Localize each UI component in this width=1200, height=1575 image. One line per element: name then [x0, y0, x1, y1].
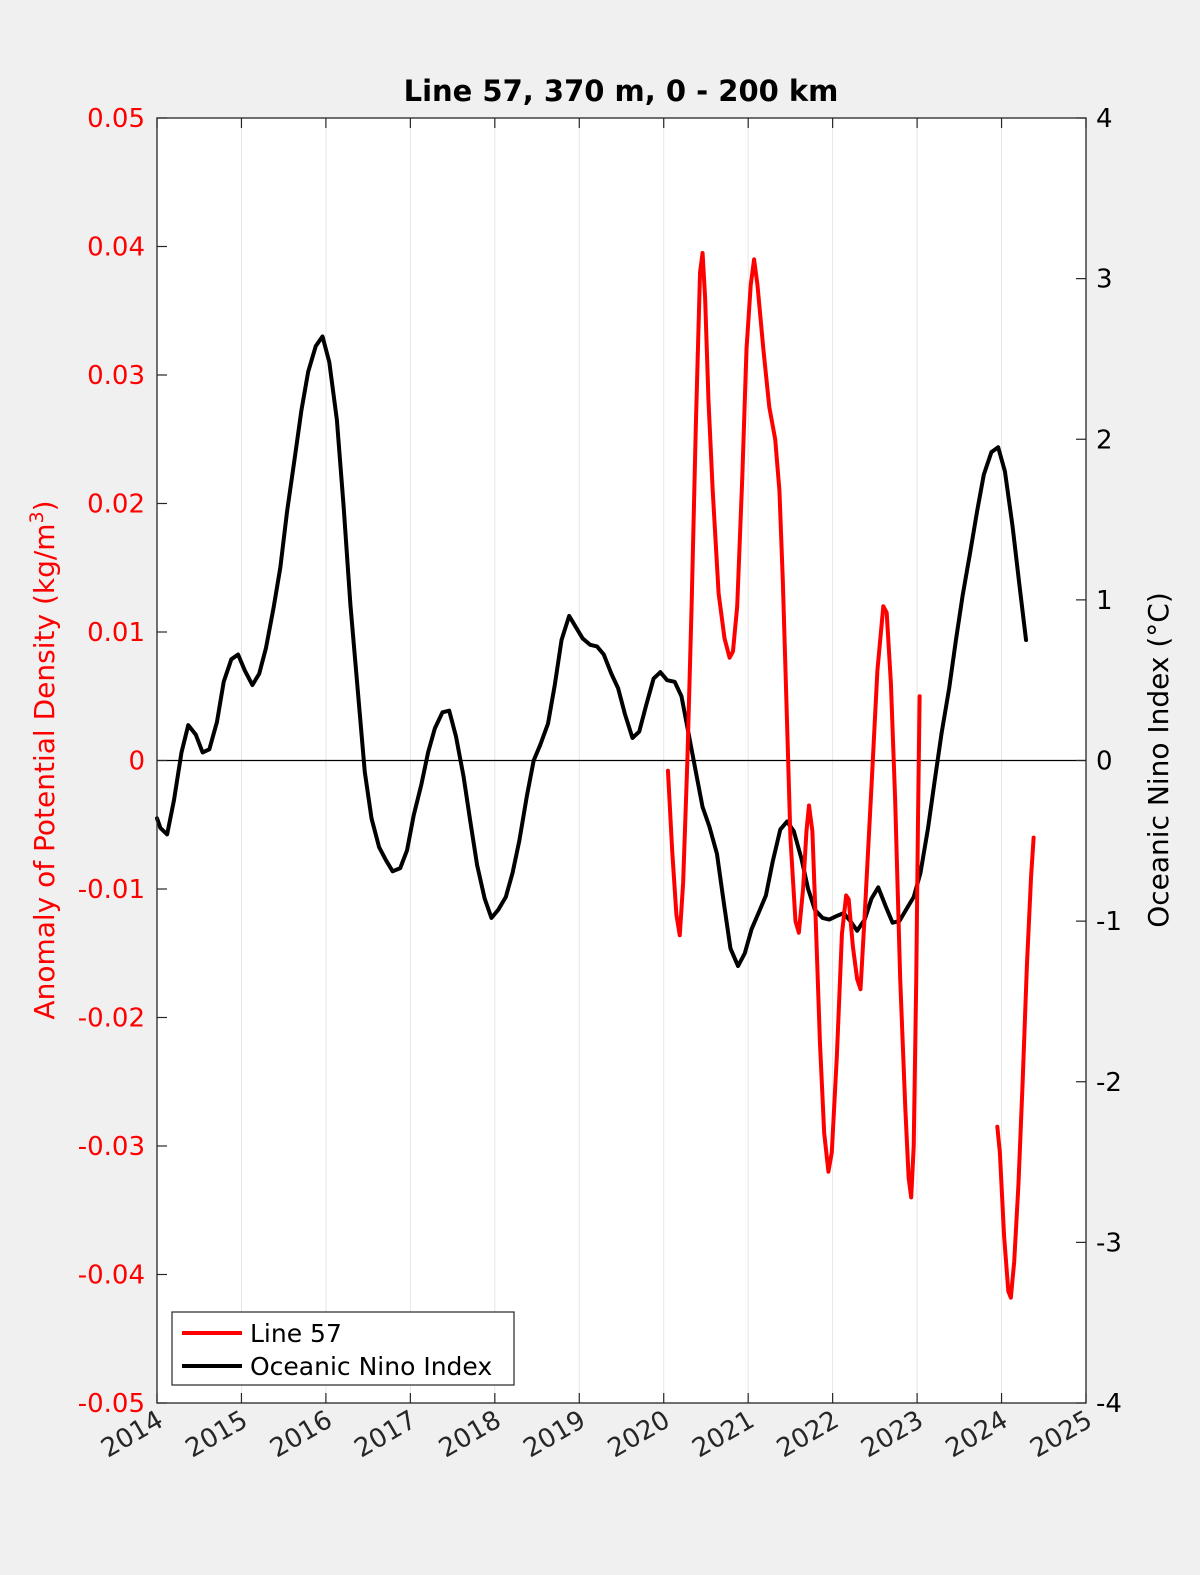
chart-title: Line 57, 370 m, 0 - 200 km	[404, 74, 839, 108]
y-right-tick-label: -2	[1096, 1068, 1122, 1098]
legend: Line 57 Oceanic Nino Index	[171, 1311, 515, 1386]
x-tick-label: 2021	[687, 1405, 759, 1464]
y-left-tick-label: 0.01	[87, 618, 145, 648]
y-right-tick-label: 1	[1096, 586, 1113, 616]
legend-label-line57: Line 57	[250, 1319, 342, 1348]
x-tick-label: 2023	[856, 1405, 928, 1464]
x-tick-label: 2019	[518, 1405, 590, 1464]
right-axis-label: Oceanic Nino Index (°C)	[1142, 592, 1175, 928]
y-right-tick-label: -3	[1096, 1228, 1122, 1258]
y-left-tick-label: -0.02	[78, 1004, 145, 1034]
legend-label-oni: Oceanic Nino Index	[250, 1352, 492, 1381]
x-tick-label: 2022	[772, 1405, 844, 1464]
y-right-tick-label: -1	[1096, 907, 1122, 937]
x-tick-label: 2024	[941, 1405, 1013, 1464]
x-tick-label: 2015	[181, 1405, 253, 1464]
series-line57	[665, 250, 922, 1200]
y-left-tick-label: -0.04	[78, 1261, 145, 1291]
series-oceanic-nino-index	[155, 334, 1029, 969]
x-tick-label: 2017	[350, 1405, 422, 1464]
y-left-tick-label: -0.03	[78, 1132, 145, 1162]
y-left-tick-label: 0	[128, 747, 145, 777]
y-right-tick-label: 0	[1096, 747, 1113, 777]
series-layer	[155, 250, 1036, 1300]
ticks-layer	[156, 117, 1087, 1404]
y-right-tick-label: 3	[1096, 265, 1113, 295]
y-right-tick-label: -4	[1096, 1389, 1122, 1419]
series-line57	[995, 835, 1036, 1300]
x-tick-label: 2018	[434, 1405, 506, 1464]
x-tick-label: 2025	[1025, 1405, 1097, 1464]
y-left-tick-label: 0.05	[87, 104, 145, 134]
x-tick-label: 2016	[265, 1405, 337, 1464]
legend-box	[171, 1311, 515, 1386]
y-left-tick-label: -0.01	[78, 875, 145, 905]
y-left-tick-label: 0.03	[87, 361, 145, 391]
y-right-tick-label: 2	[1096, 425, 1113, 455]
y-right-tick-label: 4	[1096, 104, 1113, 134]
x-tick-label: 2020	[603, 1405, 675, 1464]
y-left-tick-label: 0.02	[87, 490, 145, 520]
y-left-tick-label: 0.04	[87, 233, 145, 263]
left-axis-label: Anomaly of Potential Density (kg/m3)	[26, 500, 61, 1019]
y-left-tick-label: -0.05	[78, 1389, 145, 1419]
